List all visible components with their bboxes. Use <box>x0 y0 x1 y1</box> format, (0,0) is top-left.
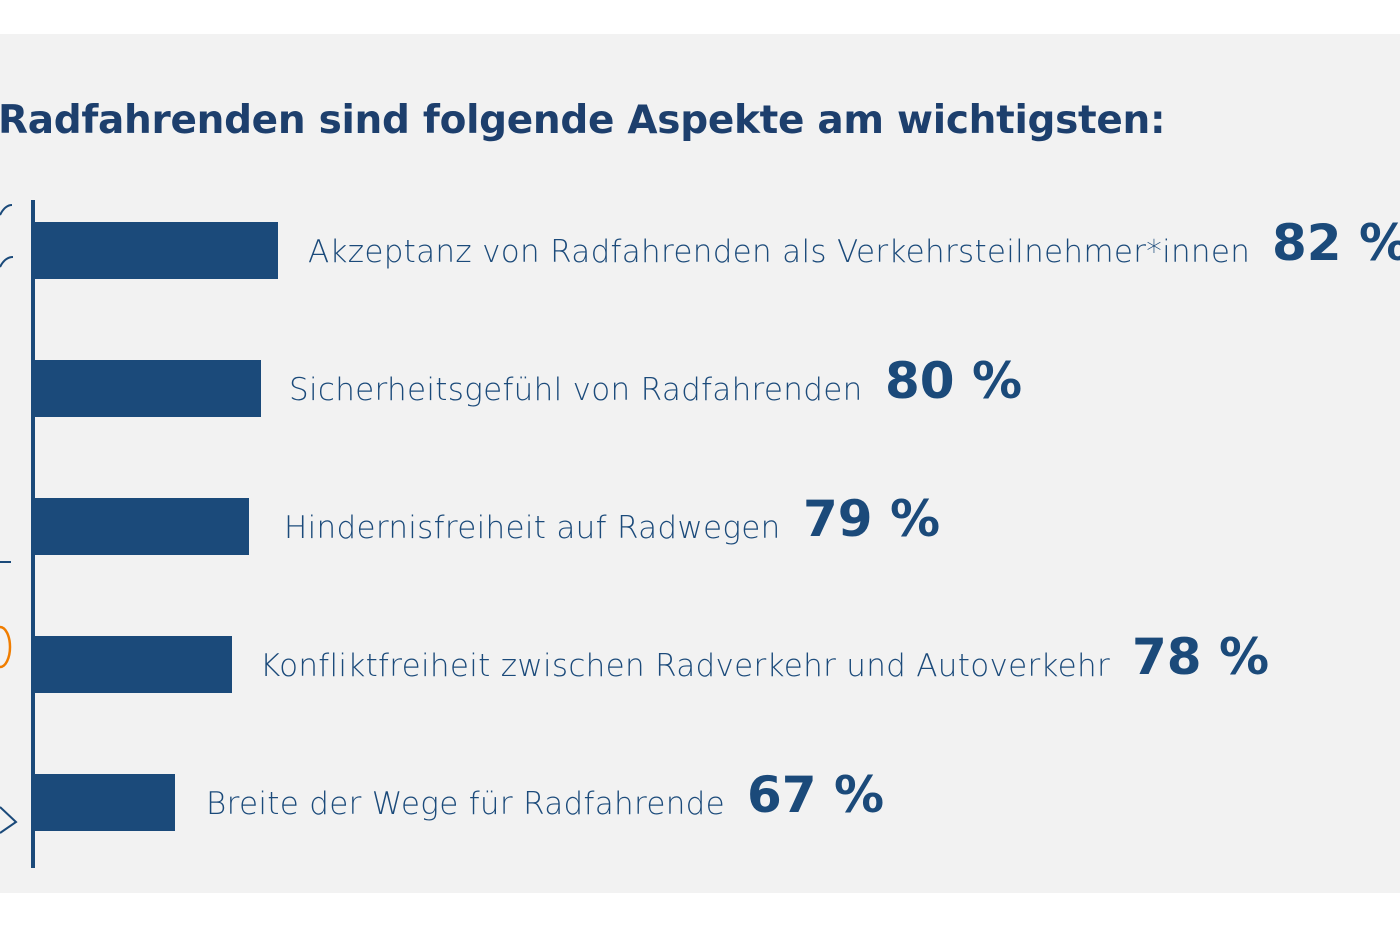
chart-title: Radfahrenden sind folgende Aspekte am wi… <box>0 98 1166 143</box>
bar-4 <box>33 636 232 693</box>
category-label: Akzeptanz von Radfahrenden als Verkehrst… <box>308 234 1251 270</box>
value-label: 78 % <box>1132 628 1270 686</box>
bar-1 <box>33 222 278 279</box>
cyclist-illustration-fragment <box>0 204 18 834</box>
category-label: Hindernisfreiheit auf Radwegen <box>284 510 781 546</box>
value-label: 82 % <box>1272 214 1400 272</box>
value-label: 67 % <box>747 766 885 824</box>
bar-5 <box>33 774 175 831</box>
category-label: Breite der Wege für Radfahrende <box>206 786 725 822</box>
value-label: 80 % <box>885 352 1023 410</box>
bar-3 <box>33 498 249 555</box>
chart-background <box>0 34 1400 893</box>
value-label: 79 % <box>803 490 941 548</box>
bar-2 <box>33 360 261 417</box>
category-label: Konfliktfreiheit zwischen Radverkehr und… <box>260 648 1111 684</box>
category-label: Sicherheitsgefühl von Radfahrenden <box>289 372 863 408</box>
